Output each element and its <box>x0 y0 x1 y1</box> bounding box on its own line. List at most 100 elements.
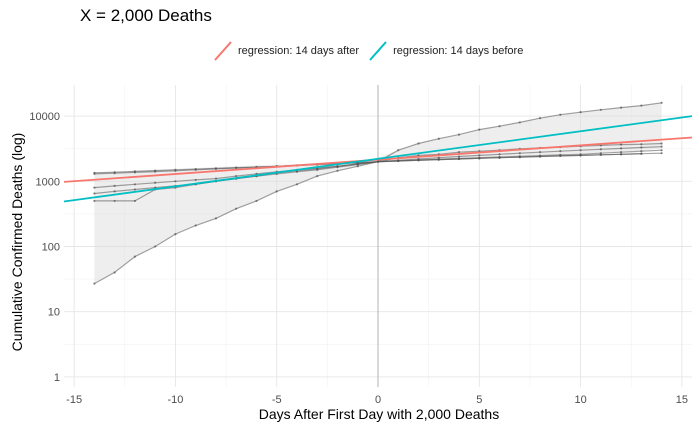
series-point-4 <box>93 186 96 189</box>
series-point-1 <box>275 190 278 193</box>
series-point-1 <box>619 106 623 109</box>
series-point-3 <box>498 153 501 156</box>
series-point-1 <box>93 282 96 285</box>
series-point-4 <box>336 165 339 168</box>
series-point-6 <box>154 170 157 173</box>
series-point-6 <box>194 168 197 171</box>
legend-label-before: regression: 14 days before <box>393 45 524 57</box>
series-point-5 <box>619 153 623 156</box>
legend: regression: 14 days after regression: 14… <box>212 38 531 64</box>
series-point-3 <box>113 190 116 193</box>
series-point-1 <box>640 104 643 107</box>
series-point-6 <box>174 169 177 172</box>
series-point-3 <box>538 151 542 154</box>
legend-item-after: regression: 14 days after <box>212 40 359 62</box>
series-point-3 <box>599 148 602 151</box>
series-point-1 <box>154 245 157 248</box>
x-tick-label: 0 <box>375 394 381 406</box>
y-tick-label: 1000 <box>36 176 60 188</box>
x-tick-label: 10 <box>574 394 586 406</box>
series-point-6 <box>113 172 116 175</box>
series-point-2 <box>113 199 116 203</box>
series-point-2 <box>133 199 137 203</box>
legend-line-after <box>214 41 232 61</box>
series-point-1 <box>194 224 197 227</box>
series-point-4 <box>113 184 116 188</box>
series-point-3 <box>457 155 461 158</box>
series-point-1 <box>660 101 663 104</box>
y-tick-label: 100 <box>42 242 60 254</box>
legend-item-before: regression: 14 days before <box>367 40 523 62</box>
series-point-1 <box>235 207 238 210</box>
series-point-5 <box>599 153 602 156</box>
series-point-1 <box>174 232 177 236</box>
series-point-6 <box>235 166 238 170</box>
legend-key-after <box>214 41 232 61</box>
series-point-1 <box>437 137 440 140</box>
series-point-6 <box>579 153 582 156</box>
series-point-3 <box>518 152 521 155</box>
series-point-4 <box>154 181 157 184</box>
series-point-4 <box>235 175 238 178</box>
series-point-1 <box>478 128 481 131</box>
series-point-1 <box>356 165 359 168</box>
series-point-6 <box>640 150 643 153</box>
series-point-6 <box>133 171 137 174</box>
chart-title: X = 2,000 Deaths <box>80 6 212 25</box>
series-point-3 <box>316 168 319 171</box>
legend-line-before <box>369 41 387 61</box>
series-point-1 <box>214 217 218 220</box>
x-tick-label: -5 <box>272 394 282 406</box>
y-axis-label: Cumulative Confirmed Deaths (log) <box>9 132 25 352</box>
series-point-1 <box>336 169 339 172</box>
series-point-6 <box>478 156 481 159</box>
y-tick-label: 10 <box>48 307 60 319</box>
legend-key-before <box>369 41 387 61</box>
series-point-1 <box>255 199 258 203</box>
x-tick-label: -10 <box>167 394 183 406</box>
series-point-6 <box>417 158 420 162</box>
series-point-3 <box>660 145 663 148</box>
series-point-1 <box>599 108 602 111</box>
regression-before-line <box>63 115 693 203</box>
series-point-3 <box>619 147 623 150</box>
legend-label-after: regression: 14 days after <box>238 45 360 57</box>
series-point-1 <box>295 183 299 186</box>
series-point-1 <box>133 255 137 258</box>
series-point-1 <box>457 133 461 136</box>
series-point-2 <box>660 142 663 145</box>
x-tick-label: 15 <box>676 394 688 406</box>
series-point-1 <box>579 111 582 114</box>
series-point-2 <box>640 143 643 146</box>
series-point-3 <box>133 188 137 191</box>
series-point-1 <box>518 121 521 124</box>
series-point-6 <box>660 149 663 152</box>
series-point-3 <box>640 146 643 149</box>
series-point-4 <box>133 183 137 186</box>
series-point-1 <box>559 113 562 116</box>
series-point-3 <box>295 170 299 173</box>
series-point-6 <box>437 158 440 161</box>
series-point-3 <box>579 149 582 152</box>
series-point-3 <box>437 156 440 159</box>
series-point-3 <box>478 154 481 157</box>
series-point-3 <box>559 150 562 153</box>
series-point-4 <box>174 180 177 183</box>
series-point-6 <box>93 172 96 175</box>
series-point-2 <box>619 143 623 146</box>
series-point-2 <box>93 199 96 203</box>
series-point-6 <box>214 167 218 170</box>
series-point-1 <box>397 149 400 152</box>
series-point-6 <box>599 152 602 155</box>
series-point-4 <box>660 152 663 155</box>
x-tick-label: -15 <box>66 394 82 406</box>
series-point-6 <box>376 160 380 163</box>
y-tick-label: 10000 <box>29 111 60 123</box>
x-tick-label: 5 <box>476 394 482 406</box>
series-point-1 <box>498 125 501 128</box>
y-tick-label: 1 <box>54 372 60 384</box>
series-point-1 <box>113 271 116 274</box>
series-point-1 <box>417 142 420 145</box>
series-point-6 <box>498 155 501 159</box>
